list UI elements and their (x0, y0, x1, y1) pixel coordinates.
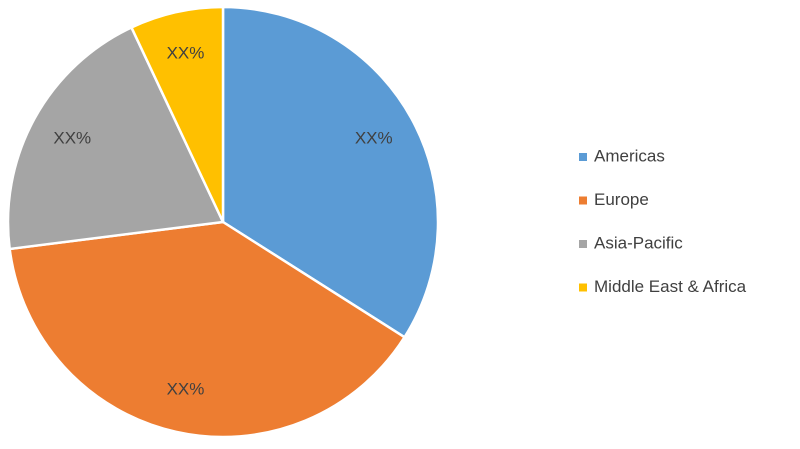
legend-label: Europe (594, 190, 649, 209)
pie-slice (8, 220, 407, 439)
legend-swatch (579, 196, 587, 205)
legend-swatch (579, 153, 587, 161)
legend-label: Asia-Pacific (594, 233, 683, 252)
pie-slice (6, 25, 225, 251)
legend-swatch (579, 283, 587, 292)
data-label: XX% (53, 129, 91, 148)
data-label: XX% (355, 129, 393, 148)
legend-label: Americas (594, 146, 665, 165)
legend-swatch (579, 240, 587, 248)
data-label: XX% (167, 44, 205, 63)
legend-label: Middle East & Africa (594, 277, 747, 296)
data-label: XX% (167, 379, 205, 398)
pie-slice (129, 5, 225, 223)
